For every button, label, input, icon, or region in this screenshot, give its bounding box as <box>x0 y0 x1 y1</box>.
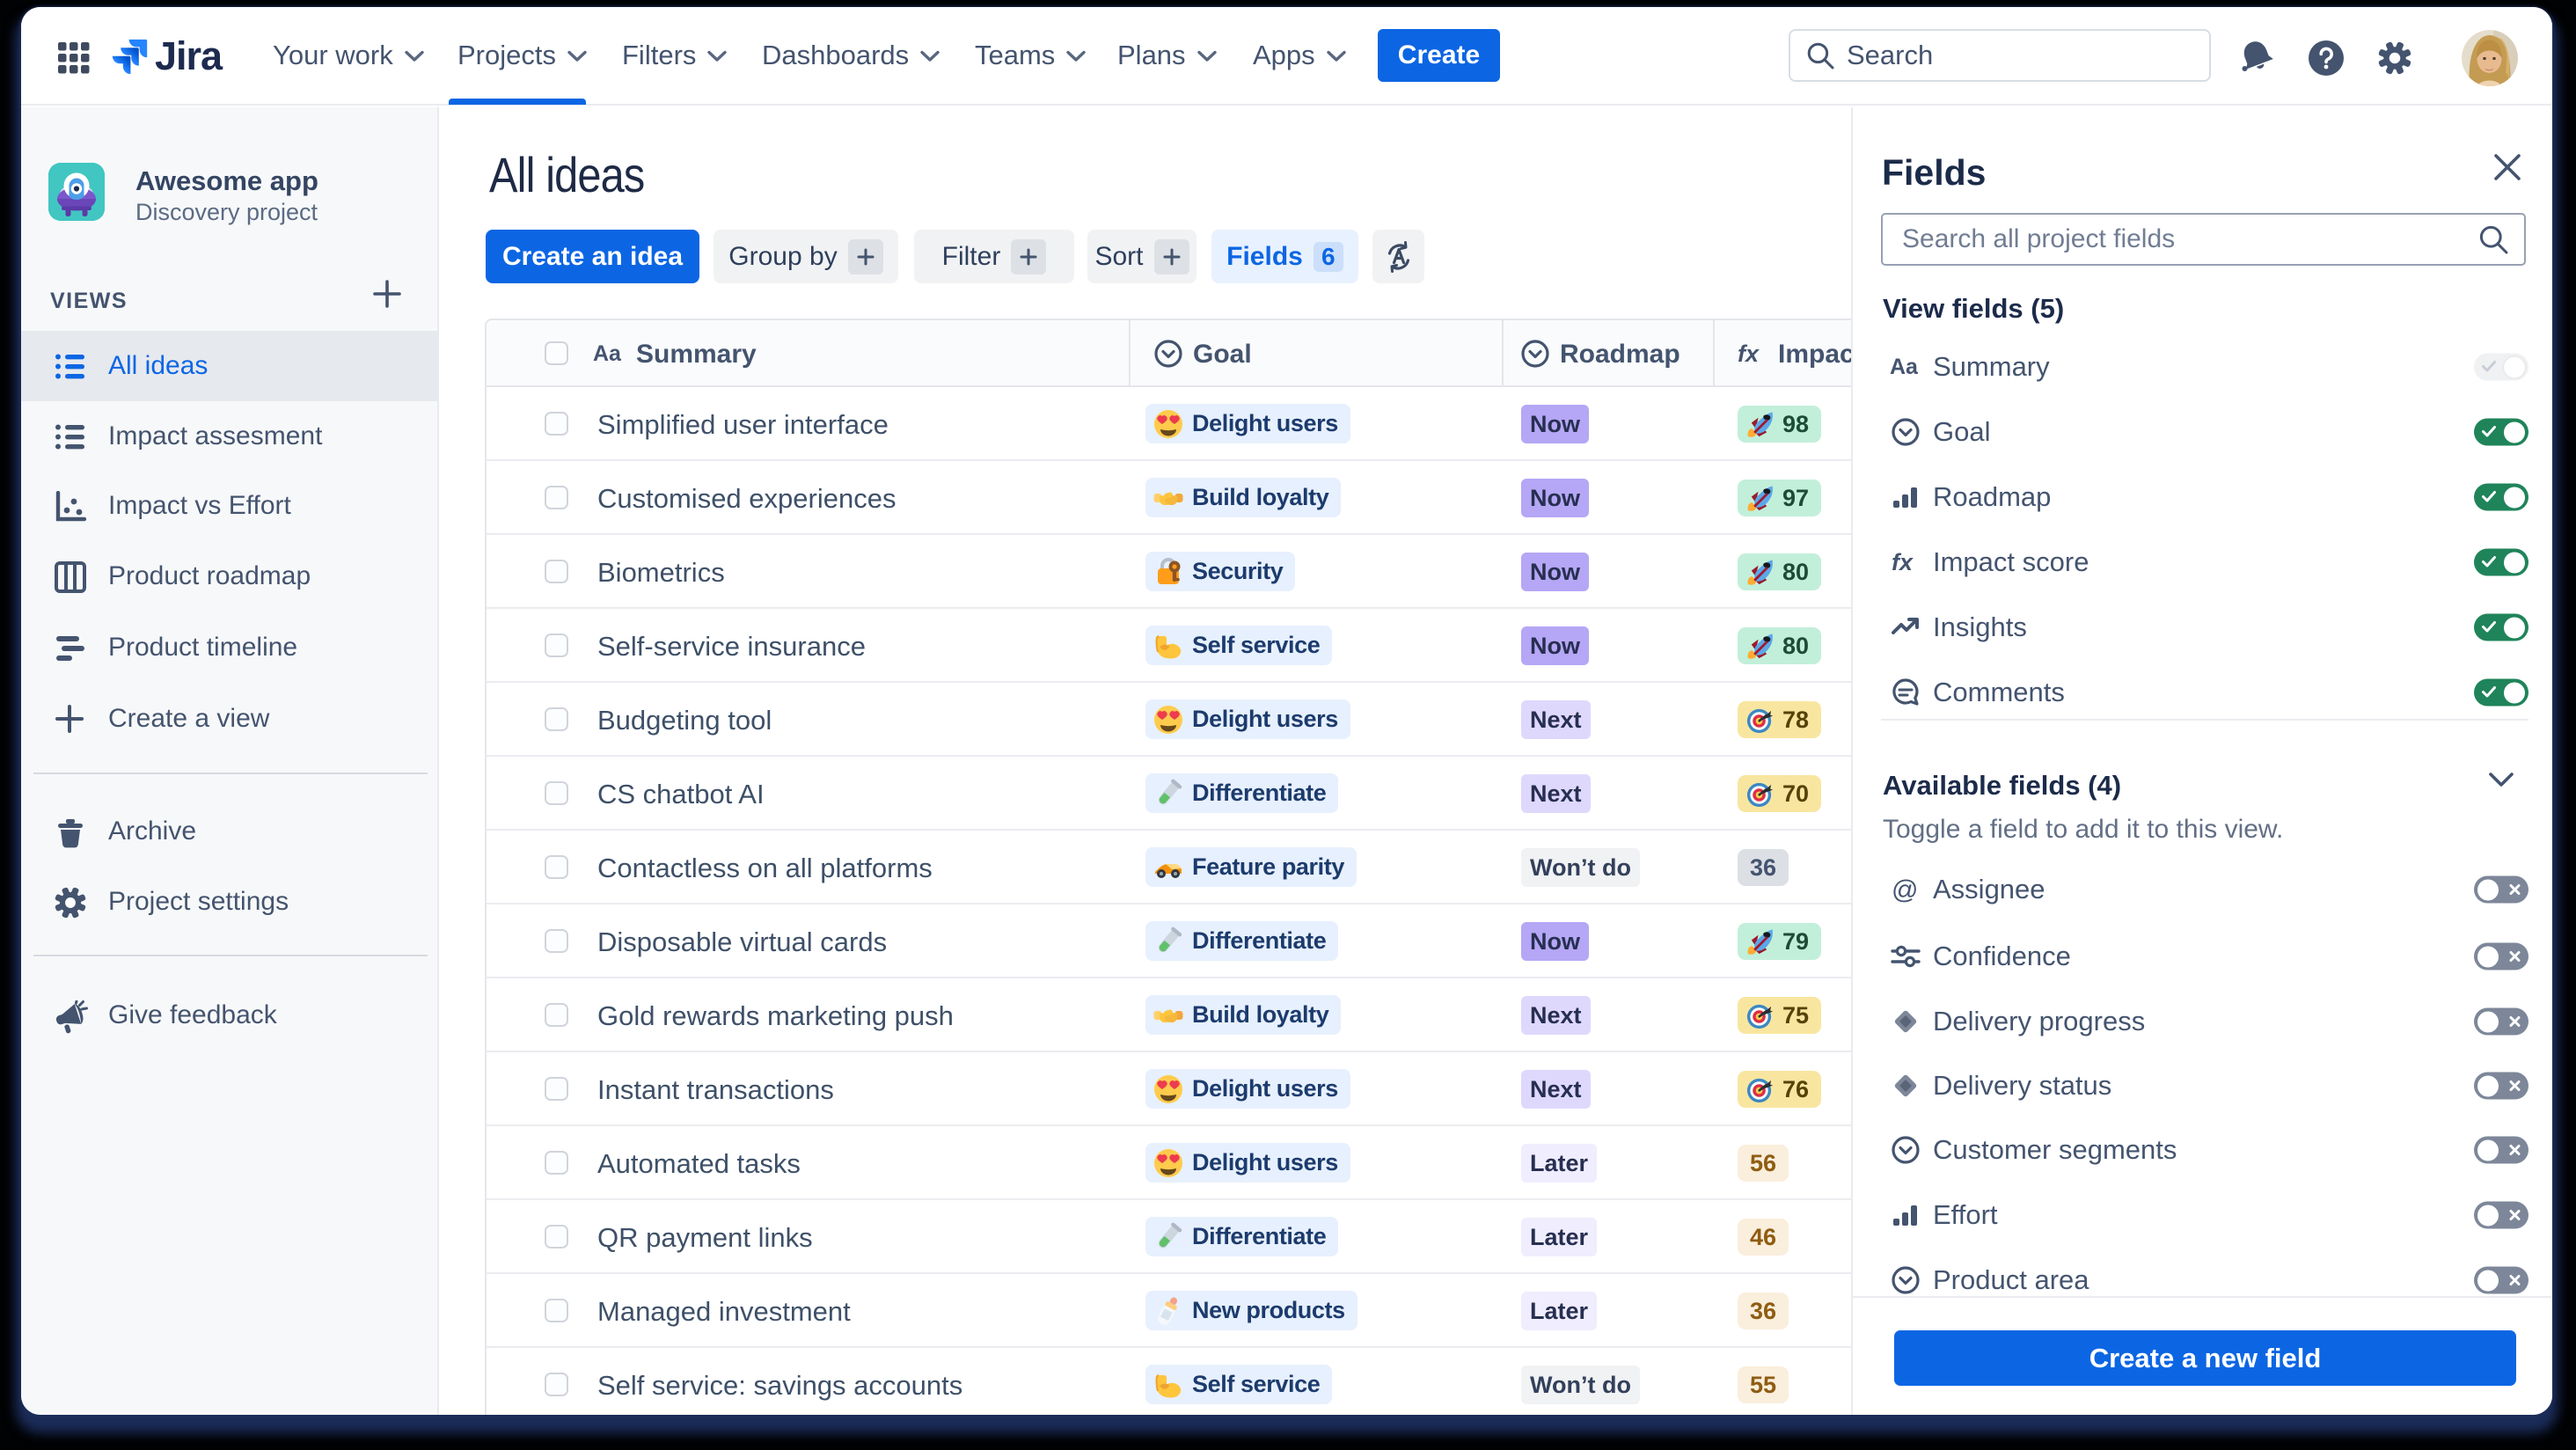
svg-text:fx: fx <box>1892 549 1914 575</box>
svg-text:Aa: Aa <box>593 341 622 366</box>
svg-text:fx: fx <box>1738 341 1760 367</box>
svg-text:@: @ <box>1892 875 1918 904</box>
svg-text:Aa: Aa <box>1890 355 1919 379</box>
